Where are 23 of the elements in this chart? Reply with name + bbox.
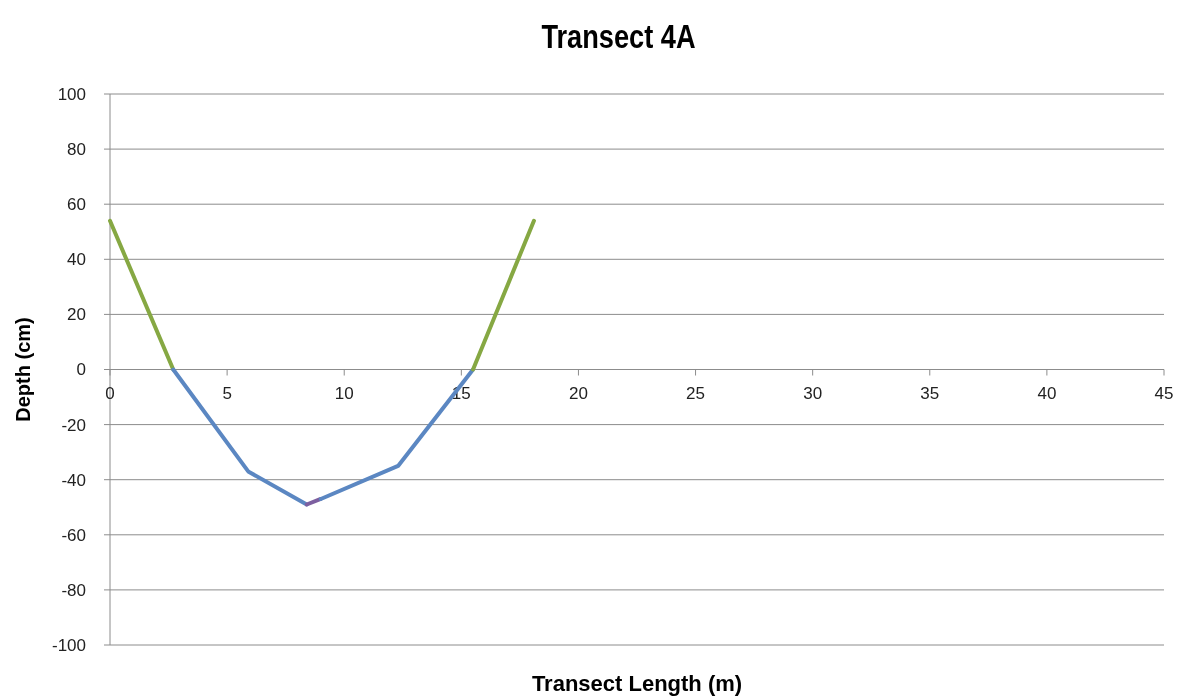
x-tick-label: 10 xyxy=(334,383,354,403)
x-axis-title: Transect Length (m) xyxy=(531,671,743,696)
y-tick-label: 20 xyxy=(67,305,86,325)
y-tick-label: -100 xyxy=(51,635,86,655)
x-tick-label: 30 xyxy=(803,383,823,403)
x-tick-label: 40 xyxy=(1037,383,1057,403)
y-tick-label: -80 xyxy=(61,580,86,600)
x-tick-label: 5 xyxy=(222,383,232,403)
y-tick-label: 100 xyxy=(57,84,86,104)
x-tick-label: 35 xyxy=(920,383,940,403)
y-tick-label: 0 xyxy=(76,360,86,380)
y-tick-label: 80 xyxy=(67,140,86,160)
y-axis-title: Depth (cm) xyxy=(12,317,34,422)
y-tick-label: -60 xyxy=(61,525,86,545)
chart-title: Transect 4A xyxy=(541,17,696,56)
y-tick-label: 40 xyxy=(67,250,86,270)
y-tick-label: 60 xyxy=(67,195,86,215)
x-tick-label: 25 xyxy=(686,383,706,403)
x-tick-label: 45 xyxy=(1154,383,1174,403)
y-tick-label: -20 xyxy=(61,415,86,435)
x-tick-label: 0 xyxy=(105,383,115,403)
y-tick-label: -40 xyxy=(61,470,86,490)
x-tick-label: 20 xyxy=(568,383,588,403)
